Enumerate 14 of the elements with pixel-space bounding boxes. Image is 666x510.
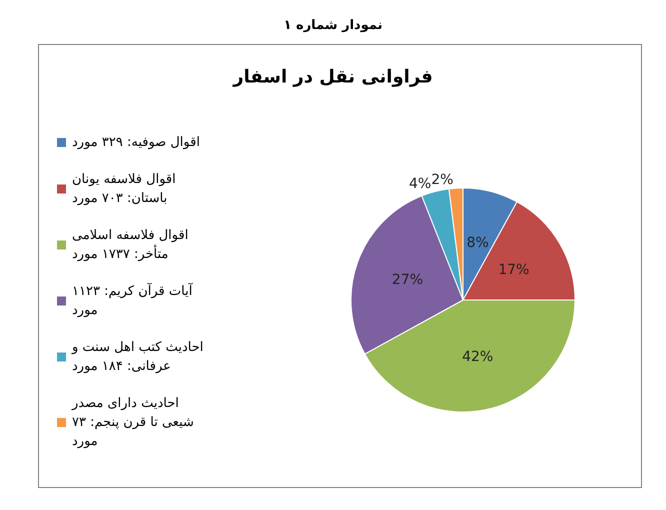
chart-subtitle: فراوانی نقل در اسفار [232,66,433,88]
legend-label: اقوال فلاسفه یونان باستان: ۷۰۳ مورد [72,172,180,206]
legend-label: آیات قرآن کریم: ۱۱۲۳ مورد [72,282,196,318]
legend-label: اقوال فلاسفه اسلامی متأخر: ۱۷۳۷ مورد [72,228,192,262]
legend-label: احادیث دارای مصدر شیعی تا قرن پنجم: ۷۳ مورد [71,396,198,449]
legend-label: اقوال صوفیه: ۳۲۹ مورد [72,135,200,150]
chart-title: نمودار شماره ۱ [284,18,382,33]
data-label: 2% [431,172,454,188]
data-label: 42% [462,349,494,366]
data-label: 8% [466,234,489,251]
legend-label: احادیث کتب اهل سنت و عرفانی: ۱۸۴ مورد [71,340,208,374]
data-label: 4% [408,176,432,192]
data-label: 17% [498,262,530,278]
data-label: 27% [392,272,424,288]
